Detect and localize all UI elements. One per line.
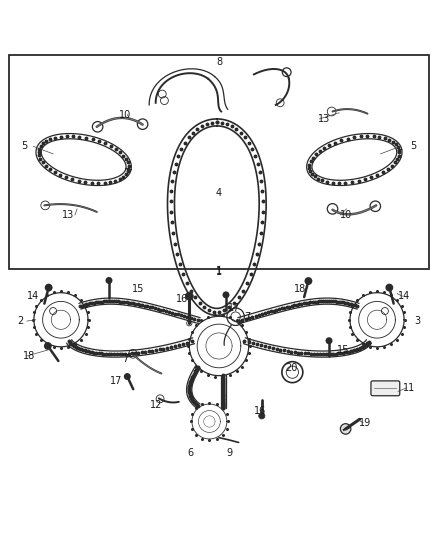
Circle shape: [45, 284, 53, 292]
Circle shape: [106, 277, 113, 284]
Text: 11: 11: [403, 383, 415, 393]
FancyBboxPatch shape: [371, 381, 400, 395]
Text: 16: 16: [254, 407, 267, 416]
Text: 13: 13: [318, 114, 330, 124]
Text: 17: 17: [110, 376, 123, 386]
Text: 12: 12: [149, 400, 162, 410]
Circle shape: [223, 292, 230, 298]
Text: 16: 16: [176, 294, 188, 304]
Circle shape: [325, 337, 332, 344]
Text: 1: 1: [216, 266, 222, 277]
Text: 15: 15: [132, 284, 145, 294]
Text: 19: 19: [359, 418, 371, 428]
Text: 14: 14: [399, 291, 411, 301]
Text: 6: 6: [187, 448, 194, 458]
Circle shape: [340, 424, 351, 434]
Text: 14: 14: [27, 291, 39, 301]
Text: 10: 10: [119, 110, 131, 119]
Text: 7: 7: [122, 354, 128, 364]
Text: 18: 18: [23, 351, 35, 361]
Text: 18: 18: [293, 284, 306, 294]
Text: 7: 7: [244, 312, 251, 322]
Text: 5: 5: [410, 141, 417, 151]
Circle shape: [385, 284, 393, 292]
Text: 13: 13: [62, 210, 74, 220]
Text: 20: 20: [285, 363, 297, 373]
Text: 15: 15: [337, 345, 350, 356]
Text: 4: 4: [216, 188, 222, 198]
Circle shape: [44, 342, 52, 350]
Text: 3: 3: [415, 316, 421, 326]
Text: 5: 5: [21, 141, 28, 151]
Text: 8: 8: [216, 57, 222, 67]
Text: 9: 9: [227, 448, 233, 458]
Circle shape: [304, 277, 312, 285]
Text: 10: 10: [339, 210, 352, 220]
Circle shape: [259, 413, 265, 419]
Text: 1: 1: [216, 266, 222, 276]
Circle shape: [185, 292, 193, 300]
Circle shape: [124, 373, 131, 380]
Text: 17: 17: [228, 303, 240, 313]
Text: 2: 2: [17, 316, 24, 326]
Bar: [10, 55, 428, 269]
